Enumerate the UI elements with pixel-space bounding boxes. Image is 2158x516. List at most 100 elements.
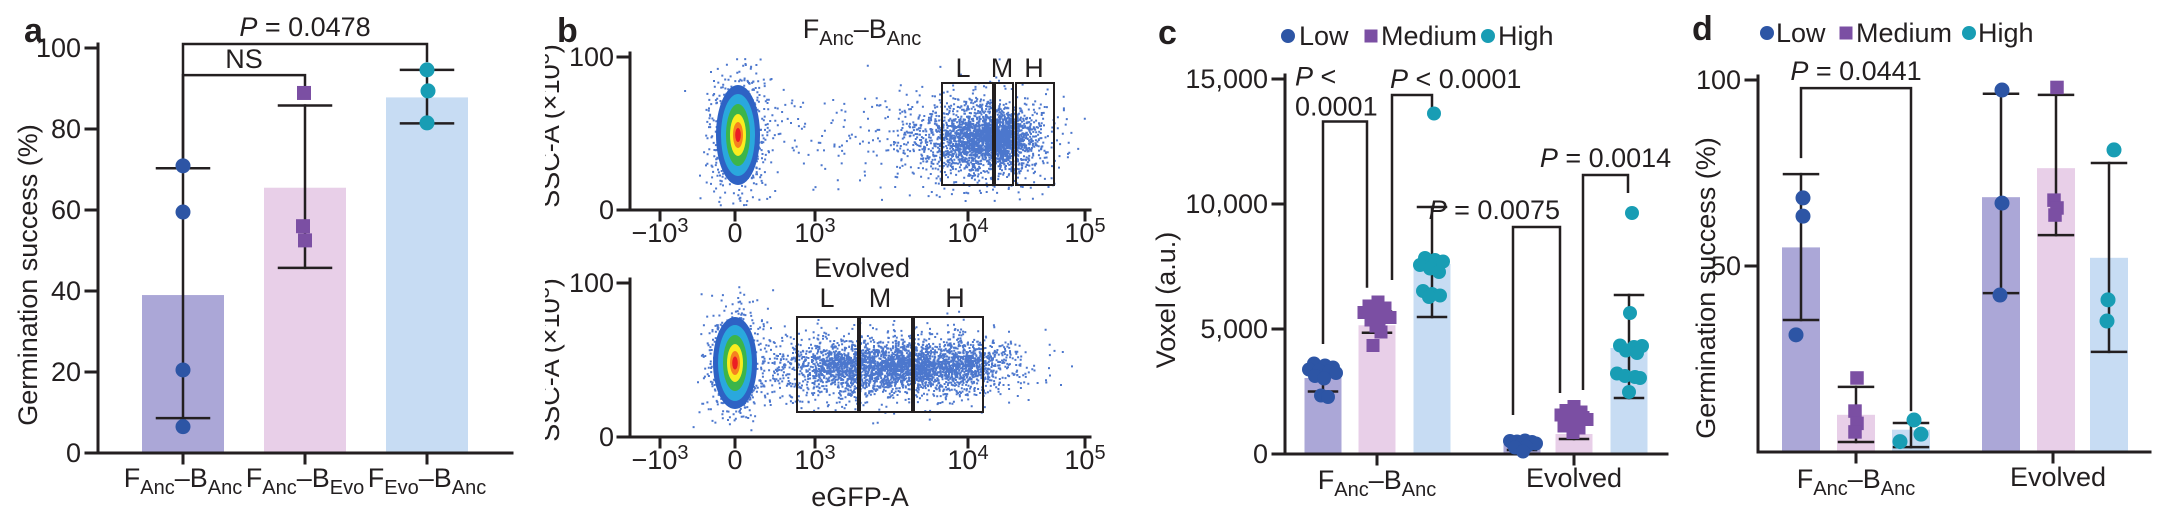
gate-box-L — [941, 82, 994, 186]
data-point — [1433, 288, 1447, 303]
x-tick-label: 0 — [727, 445, 742, 475]
x-tick-label: 0 — [727, 218, 742, 248]
x-category-label: FAnc–BAnc — [1797, 464, 1915, 500]
flow-plot-0: L M H 0 100 −103 0 103 104 105 FAnc–BAnc SSC-A (×10… — [545, 14, 1106, 248]
x-category-label: Evolved — [1526, 463, 1622, 493]
panel-label-d: d — [1692, 10, 1713, 48]
legend: Low Medium High — [1760, 18, 2034, 48]
x-category-label: FAnc–BEvo — [246, 463, 364, 499]
flow-plot-1: L M H 0 100 −103 0 103 104 105 Evolved eGFP-A SSC-A … — [545, 253, 1106, 512]
legend-label: Low — [1776, 18, 1826, 48]
data-point — [1623, 306, 1637, 320]
legend-label: High — [1498, 21, 1554, 51]
data-point — [1321, 390, 1335, 404]
data-point — [297, 85, 311, 100]
gate-label-M: M — [991, 53, 1014, 83]
panel-c: 0 5,000 10,000 15,000 Voxel (a.u.) P <0.0001 P… — [1115, 0, 1695, 516]
legend-label: Medium — [1856, 18, 1952, 48]
x-category-label: FEvo–BAnc — [368, 463, 486, 499]
y-axis-title: Germination success (%) — [1691, 137, 1721, 439]
data-point — [298, 233, 312, 248]
data-point — [1633, 371, 1647, 385]
data-point — [1374, 325, 1388, 339]
y-tick-label: 0 — [599, 195, 614, 225]
panel-d: 50 100 Germination success (%) P = 0.0441 FA… — [1680, 0, 2158, 516]
data-point — [2048, 208, 2062, 222]
data-point — [1795, 190, 1811, 206]
gate-label-H: H — [1024, 53, 1044, 83]
data-point — [175, 158, 191, 174]
gate-label-M: M — [869, 283, 892, 313]
bar — [386, 97, 468, 453]
data-point — [2106, 142, 2122, 158]
legend-label: Medium — [1381, 21, 1477, 51]
x-axis-title: eGFP-A — [811, 482, 909, 512]
panel-a: 0 20 40 60 80 100 Germination success (%) P = 0… — [0, 0, 545, 516]
data-point — [2099, 313, 2115, 329]
x-tick-label: 105 — [1064, 215, 1105, 248]
data-point — [175, 419, 191, 435]
data-point — [2100, 292, 2116, 308]
p-value-label: 0.0001 — [1295, 92, 1378, 122]
significance-bracket — [1511, 225, 1562, 415]
panel-label-a: a — [24, 12, 43, 50]
y-tick-label: 50 — [1711, 251, 1741, 281]
data-point — [1329, 366, 1343, 380]
y-tick-label: 100 — [569, 268, 614, 298]
p-value-label: P = 0.0478 — [239, 12, 370, 42]
y-tick-label: 0 — [1253, 439, 1268, 469]
x-tick-label: −103 — [632, 442, 689, 475]
data-point — [296, 219, 310, 234]
y-tick-label: 15,000 — [1185, 64, 1268, 94]
x-tick-label: 103 — [794, 442, 835, 475]
data-point — [1994, 195, 2010, 211]
bar-chart: 0 20 40 60 80 100 Germination success (%) P = 0… — [13, 12, 514, 499]
data-point — [419, 115, 435, 131]
density-cloud — [684, 58, 1086, 207]
data-point — [1630, 346, 1644, 360]
y-tick-label: 0 — [599, 422, 614, 452]
x-tick-label: −103 — [632, 215, 689, 248]
p-value-label: P = 0.0014 — [1540, 143, 1671, 173]
density-cloud — [692, 286, 1073, 432]
y-tick-label: 40 — [51, 276, 81, 306]
significance-bracket — [1321, 120, 1369, 344]
legend-medium-marker — [1364, 29, 1378, 43]
x-category-label: Evolved — [2010, 462, 2106, 492]
data-point — [1795, 208, 1811, 224]
y-tick-label: 20 — [51, 357, 81, 387]
data-point — [175, 204, 191, 220]
panel-label-b: b — [557, 12, 578, 50]
panel-label-c: c — [1158, 14, 1177, 52]
gate-box-L — [796, 316, 859, 413]
bar-chart: 0 5,000 10,000 15,000 Voxel (a.u.) P <0.0001 P… — [1151, 62, 1671, 502]
y-tick-label: 60 — [51, 195, 81, 225]
legend-low-marker — [1760, 26, 1774, 40]
significance-bracket — [1581, 173, 1630, 390]
gate-label-L: L — [819, 283, 834, 313]
x-tick-label: 105 — [1064, 442, 1105, 475]
data-point — [1994, 82, 2010, 98]
y-axis-title: Germination success (%) — [13, 124, 43, 426]
data-point — [1516, 444, 1530, 459]
panel-c-chart: 0 5,000 10,000 15,000 Voxel (a.u.) P <0.0001 P… — [1151, 21, 1671, 502]
data-point — [1850, 371, 1864, 385]
p-value-label: NS — [225, 44, 263, 74]
data-point — [1317, 371, 1331, 386]
plot-title: FAnc–BAnc — [803, 14, 921, 50]
legend-high-marker — [1962, 26, 1976, 40]
data-point — [1622, 385, 1636, 399]
x-tick-label: 104 — [947, 215, 988, 248]
gate-box-H — [913, 316, 984, 413]
legend-label: High — [1978, 18, 2034, 48]
data-point — [175, 362, 191, 378]
data-point — [1848, 425, 1862, 439]
legend-medium-marker — [1839, 26, 1853, 40]
data-point — [1788, 327, 1804, 343]
density-core — [732, 356, 738, 370]
panel-b: L M H 0 100 −103 0 103 104 105 FAnc–BAnc SSC-A (×10… — [545, 0, 1120, 516]
density-core — [735, 128, 741, 142]
significance-bracket — [181, 73, 307, 162]
legend-low-marker — [1281, 29, 1295, 43]
